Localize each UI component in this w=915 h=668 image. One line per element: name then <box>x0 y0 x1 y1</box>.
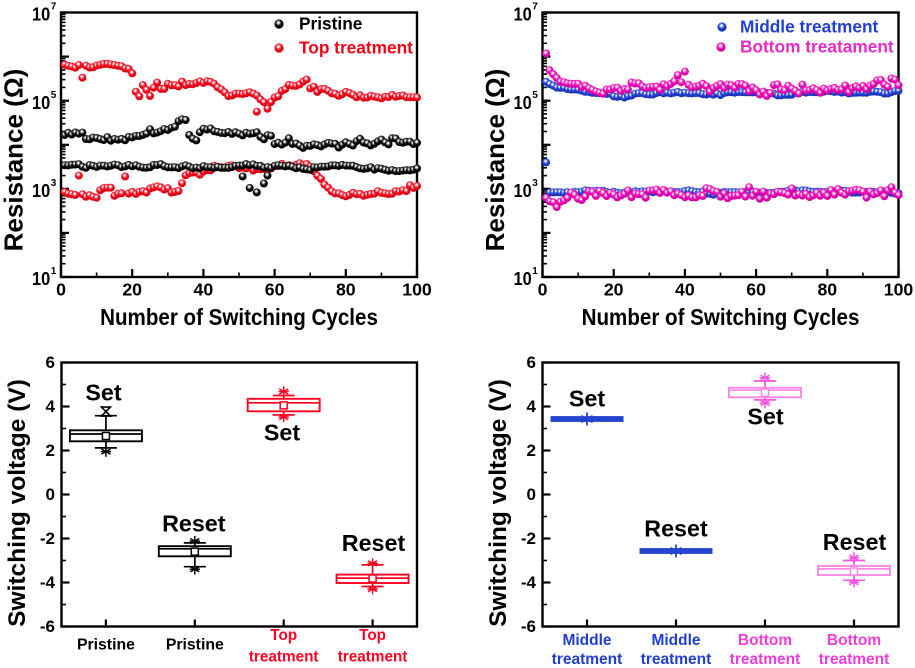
svg-text:10: 10 <box>32 92 50 113</box>
svg-text:80: 80 <box>336 280 356 300</box>
svg-text:Bottom: Bottom <box>738 632 792 649</box>
svg-text:Top: Top <box>270 627 297 644</box>
svg-text:Set: Set <box>85 379 121 405</box>
svg-text:treatment: treatment <box>641 651 712 668</box>
svg-text:4: 4 <box>527 397 537 416</box>
svg-text:20: 20 <box>122 280 142 300</box>
svg-text:Middle: Middle <box>562 632 611 649</box>
svg-text:Bottom treatament: Bottom treatament <box>740 37 894 57</box>
svg-text:-4: -4 <box>521 573 537 592</box>
svg-text:10: 10 <box>514 180 532 201</box>
svg-text:treatment: treatment <box>249 649 319 666</box>
svg-text:1: 1 <box>51 266 57 277</box>
svg-text:0: 0 <box>46 485 55 504</box>
svg-text:5: 5 <box>51 90 57 101</box>
svg-text:6: 6 <box>46 353 55 372</box>
svg-text:-2: -2 <box>521 529 536 548</box>
svg-text:2: 2 <box>527 441 536 460</box>
svg-text:40: 40 <box>675 280 695 300</box>
svg-text:Pristine: Pristine <box>77 637 135 654</box>
svg-text:treatment: treatment <box>730 651 801 668</box>
svg-text:-6: -6 <box>521 617 536 636</box>
svg-text:40: 40 <box>194 280 214 300</box>
svg-text:80: 80 <box>817 280 837 300</box>
svg-text:treatment: treatment <box>819 651 890 668</box>
svg-text:60: 60 <box>265 280 285 300</box>
svg-text:6: 6 <box>527 353 536 372</box>
svg-text:3: 3 <box>51 178 57 189</box>
svg-text:Top treatment: Top treatment <box>299 38 413 58</box>
svg-text:4: 4 <box>46 397 56 416</box>
svg-text:1: 1 <box>532 266 538 277</box>
svg-text:10: 10 <box>32 4 50 25</box>
svg-text:Switching voltage (V): Switching voltage (V) <box>485 379 512 627</box>
svg-text:Resistance (Ω): Resistance (Ω) <box>0 69 29 252</box>
svg-text:Bottom: Bottom <box>827 632 881 649</box>
svg-text:Middle treatment: Middle treatment <box>740 17 879 37</box>
svg-text:Number of Switching Cycles: Number of Switching Cycles <box>582 304 860 330</box>
svg-text:10: 10 <box>514 92 532 113</box>
svg-text:100: 100 <box>402 280 432 300</box>
svg-text:Pristine: Pristine <box>166 637 224 654</box>
svg-text:100: 100 <box>884 280 914 300</box>
svg-text:Resistance (Ω): Resistance (Ω) <box>480 69 510 252</box>
svg-text:Top: Top <box>359 627 386 644</box>
svg-text:Set: Set <box>264 420 300 446</box>
svg-text:treatment: treatment <box>338 649 408 666</box>
svg-text:Number of Switching Cycles: Number of Switching Cycles <box>100 304 378 330</box>
svg-text:0: 0 <box>527 485 536 504</box>
svg-text:-6: -6 <box>40 617 55 636</box>
svg-text:Switching voltage (V): Switching voltage (V) <box>4 379 31 627</box>
svg-text:Middle: Middle <box>651 632 700 649</box>
svg-text:10: 10 <box>514 4 532 25</box>
svg-text:treatment: treatment <box>552 651 623 668</box>
svg-text:Pristine: Pristine <box>299 14 363 34</box>
svg-text:-4: -4 <box>40 573 56 592</box>
svg-text:Reset: Reset <box>342 530 406 556</box>
svg-text:Set: Set <box>569 386 605 412</box>
svg-text:0: 0 <box>56 280 66 300</box>
svg-text:10: 10 <box>32 268 50 289</box>
svg-text:Reset: Reset <box>644 516 708 542</box>
svg-text:10: 10 <box>32 180 50 201</box>
svg-text:2: 2 <box>46 441 55 460</box>
svg-text:60: 60 <box>746 280 766 300</box>
svg-text:5: 5 <box>532 90 538 101</box>
svg-text:7: 7 <box>51 2 57 13</box>
svg-text:7: 7 <box>532 2 538 13</box>
svg-text:10: 10 <box>514 268 532 289</box>
svg-text:Set: Set <box>747 404 783 430</box>
svg-text:3: 3 <box>532 178 538 189</box>
svg-text:-2: -2 <box>40 529 55 548</box>
svg-text:Reset: Reset <box>823 529 887 555</box>
svg-text:Reset: Reset <box>162 511 226 537</box>
svg-text:0: 0 <box>538 280 548 300</box>
svg-text:20: 20 <box>604 280 624 300</box>
